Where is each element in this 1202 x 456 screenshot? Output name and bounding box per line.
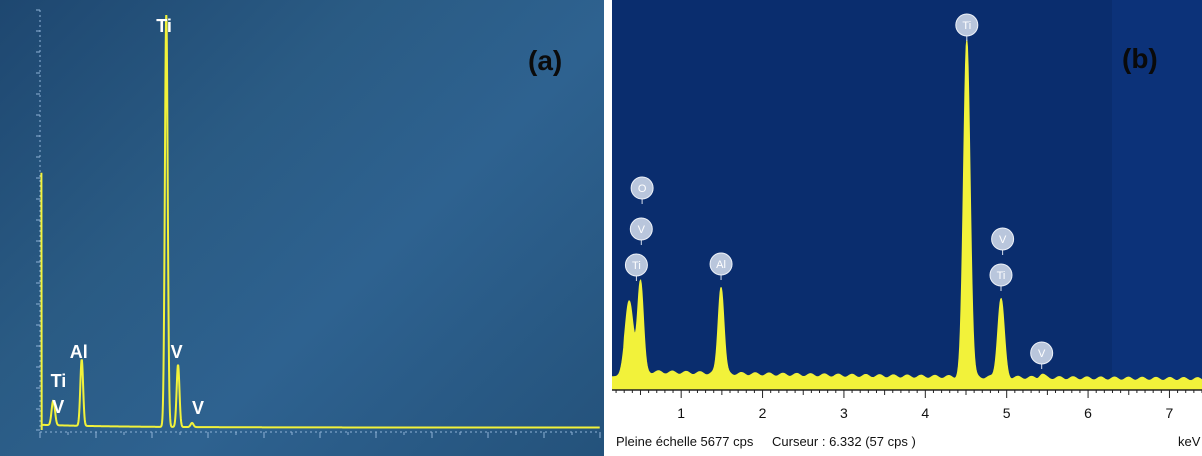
element-marker-label: V bbox=[999, 234, 1007, 246]
x-tick-label: 1 bbox=[677, 405, 685, 421]
panel-a-label: (a) bbox=[528, 45, 562, 76]
spectrum-b-area bbox=[612, 39, 1202, 391]
spectrum-b-background bbox=[612, 0, 1202, 390]
spectrum-panel-b: O V Ti Al Ti V Ti V 1 2 3 4 5 6 7 (b) Pleine échelle … bbox=[612, 0, 1202, 456]
spectrum-a-peak-label: V bbox=[52, 397, 64, 417]
element-marker-label: V bbox=[638, 224, 646, 236]
status-full-scale: Pleine échelle 5677 cps bbox=[616, 434, 754, 449]
x-unit-label: keV bbox=[1178, 434, 1201, 449]
element-marker-label: O bbox=[638, 183, 647, 195]
x-tick-label: 5 bbox=[1003, 405, 1011, 421]
status-cursor: Curseur : 6.332 (57 cps ) bbox=[772, 434, 916, 449]
element-marker bbox=[991, 227, 1015, 251]
element-marker-label: Ti bbox=[997, 270, 1006, 282]
element-marker-label: Al bbox=[716, 259, 726, 271]
element-marker bbox=[630, 176, 654, 200]
spectrum-a-peak-label: Ti bbox=[156, 16, 172, 36]
spectrum-b-element-markers: O V Ti Al Ti V Ti V bbox=[624, 13, 1054, 369]
element-marker bbox=[955, 13, 979, 37]
element-marker bbox=[1030, 341, 1054, 365]
spectrum-a-peak-label: V bbox=[192, 398, 204, 418]
element-marker bbox=[709, 252, 733, 276]
panel-divider bbox=[604, 0, 612, 456]
spectrum-a-axes bbox=[36, 9, 601, 438]
element-marker-label: V bbox=[1038, 348, 1046, 360]
spectrum-b-axis-area bbox=[612, 390, 1202, 456]
x-tick-label: 4 bbox=[921, 405, 929, 421]
spectrum-b-tick-labels: 1 2 3 4 5 6 7 bbox=[677, 405, 1173, 421]
x-tick-label: 2 bbox=[759, 405, 767, 421]
x-tick-label: 3 bbox=[840, 405, 848, 421]
spectrum-b-plot: O V Ti Al Ti V Ti V 1 2 3 4 5 6 7 (b) Pleine échelle … bbox=[612, 0, 1202, 456]
spectrum-a-line bbox=[40, 14, 600, 431]
x-tick-label: 6 bbox=[1084, 405, 1092, 421]
element-marker bbox=[989, 263, 1013, 287]
spectrum-a-peak-label: V bbox=[171, 342, 183, 362]
spectrum-b-bg-shade bbox=[1112, 0, 1202, 390]
spectrum-a-peak-label: Ti bbox=[51, 371, 67, 391]
element-marker bbox=[624, 253, 648, 277]
spectrum-a-peak-label: Al bbox=[70, 342, 88, 362]
spectrum-b-tick-marks bbox=[615, 390, 1202, 398]
element-marker bbox=[629, 217, 653, 241]
panel-b-label: (b) bbox=[1122, 43, 1158, 74]
element-marker-label: Ti bbox=[962, 20, 971, 32]
spectrum-panel-a: Ti Al Ti V V V (a) bbox=[0, 0, 604, 456]
x-tick-label: 7 bbox=[1166, 405, 1174, 421]
element-marker-label: Ti bbox=[632, 260, 641, 272]
